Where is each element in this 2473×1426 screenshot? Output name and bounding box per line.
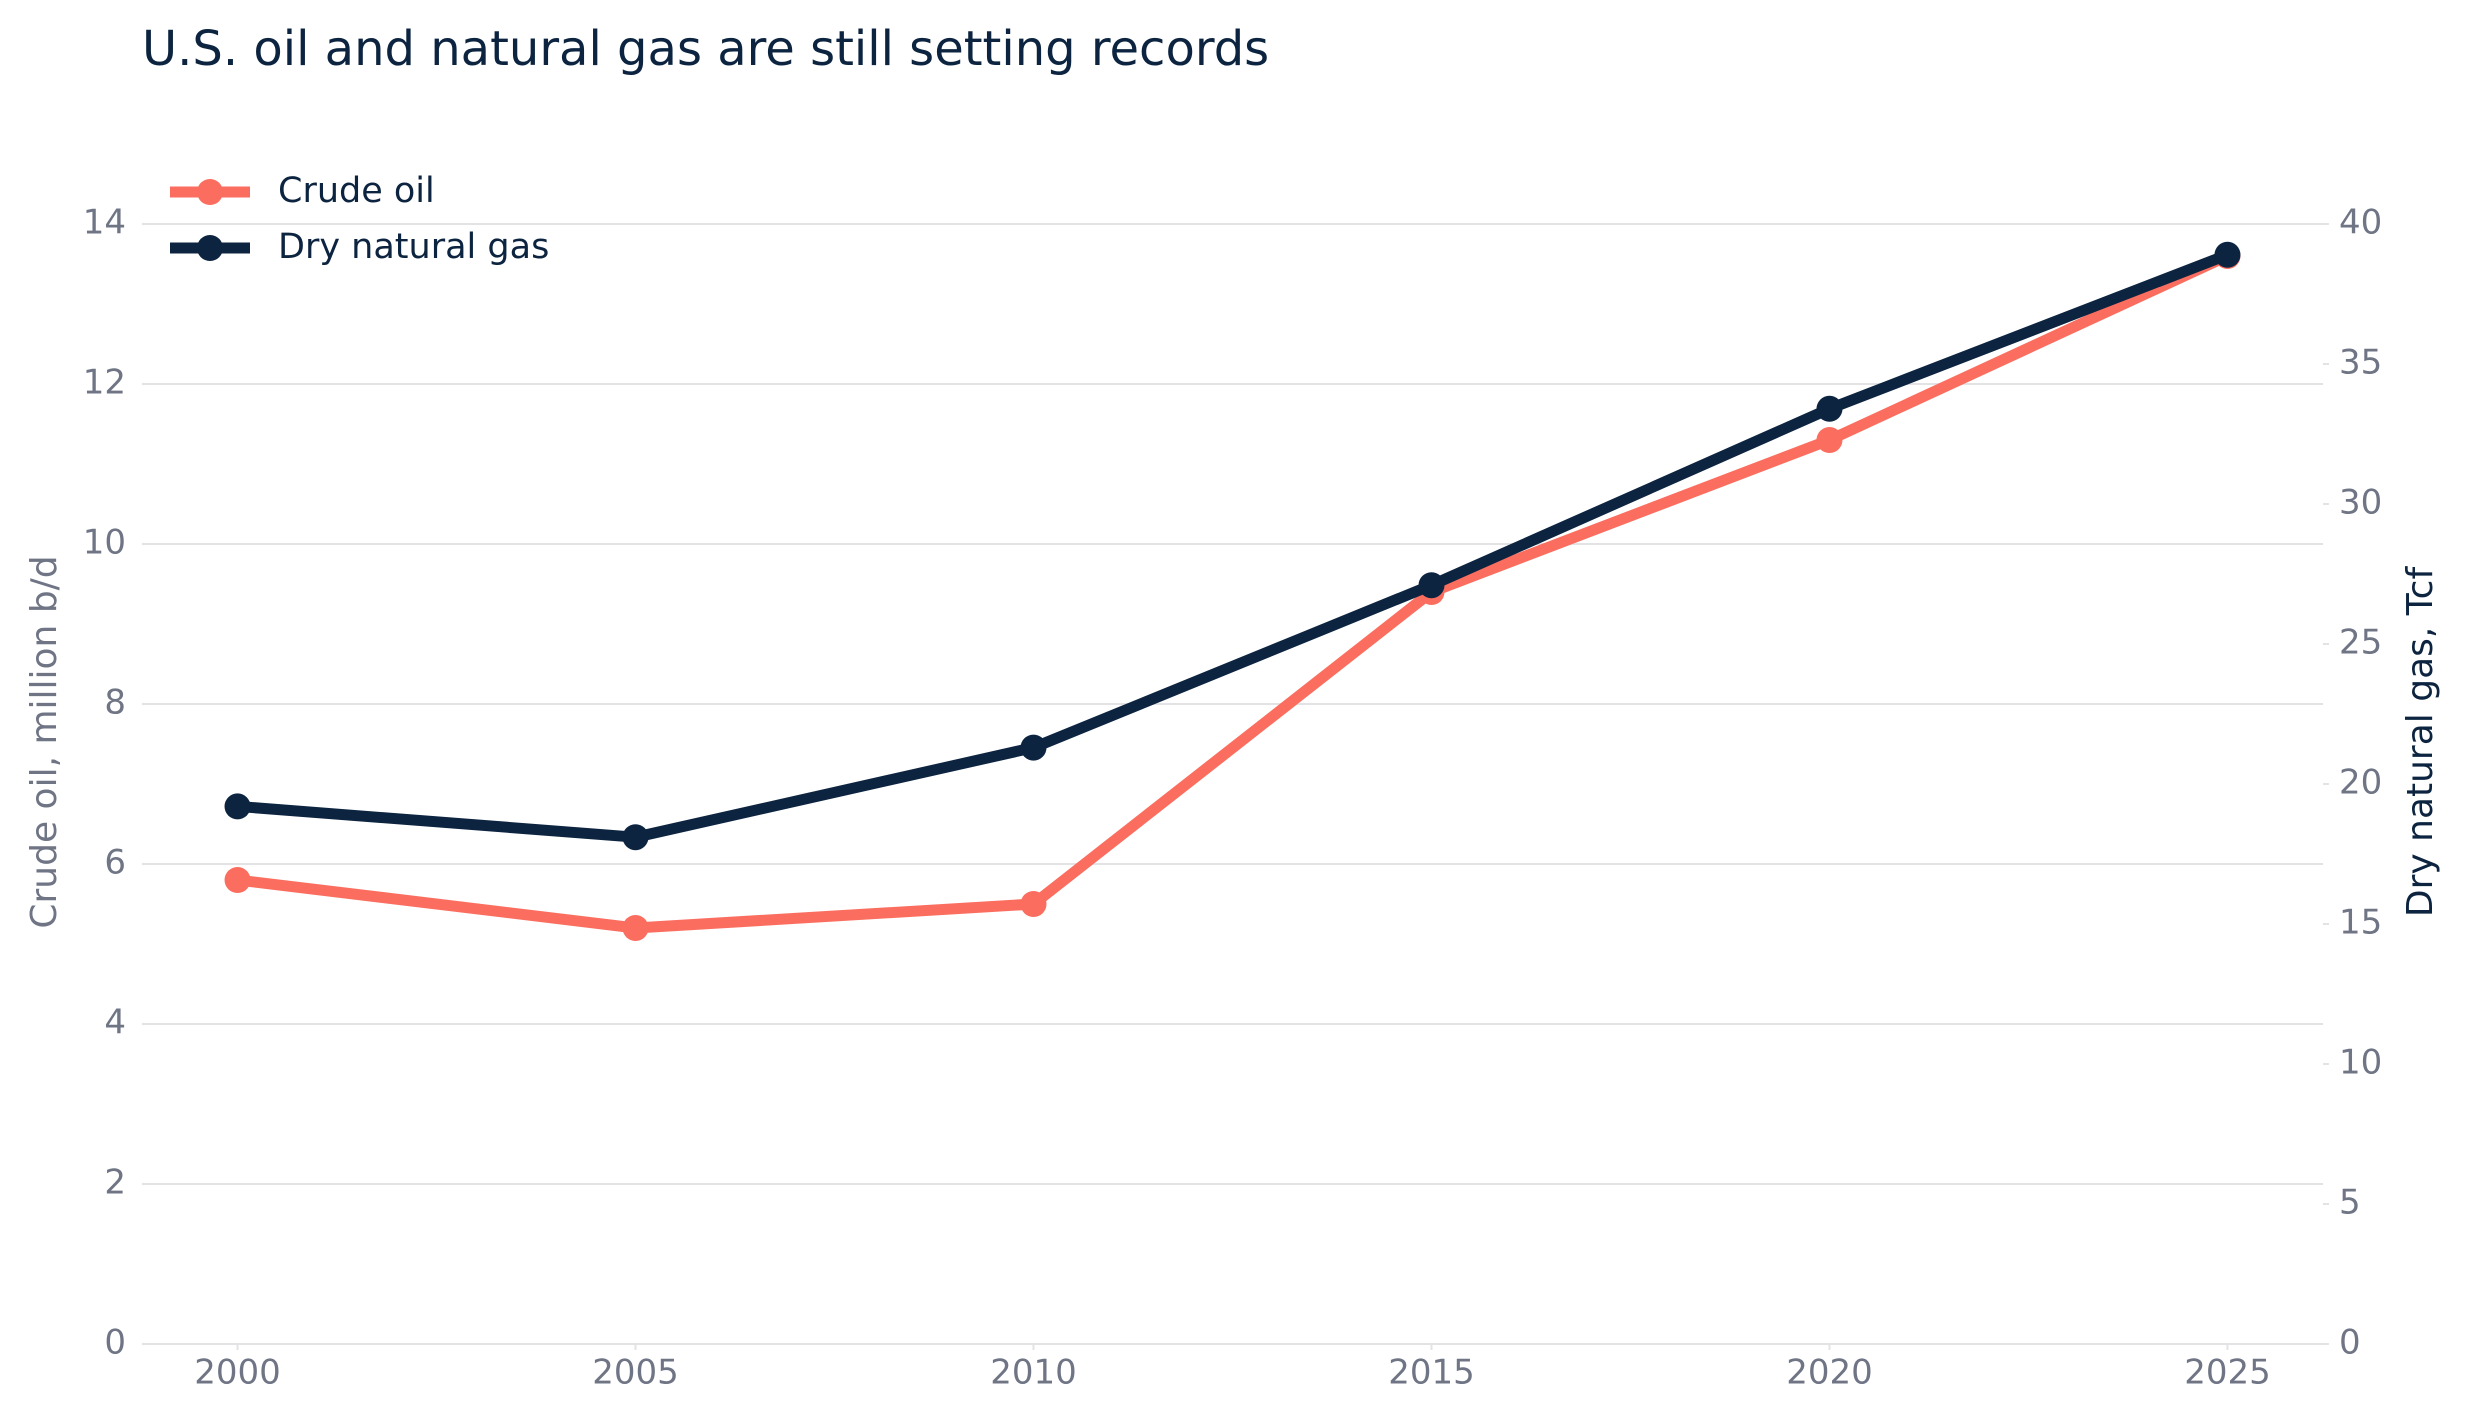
y-tick-label: 8 (104, 683, 126, 723)
y-tick-label: 6 (104, 843, 126, 883)
data-point (1816, 395, 1843, 422)
y2-axis-label: Dry natural gas, Tcf (2400, 566, 2441, 918)
y-tick-label: 14 (83, 203, 126, 243)
x-tick-label: 2000 (194, 1353, 281, 1393)
x-tick-label: 2020 (1786, 1353, 1873, 1393)
data-point (224, 867, 251, 893)
data-point (2214, 241, 2241, 268)
chart-title: U.S. oil and natural gas are still setti… (142, 21, 1269, 77)
y-tick-label: 4 (104, 1003, 126, 1043)
legend-marker (197, 235, 223, 261)
legend-label: Dry natural gas (278, 227, 549, 267)
data-point (622, 915, 649, 941)
y-tick-label: 0 (104, 1323, 126, 1363)
y-tick-label: 10 (83, 523, 126, 563)
legend-marker (197, 179, 223, 205)
y2-tick-label: 10 (2339, 1043, 2382, 1083)
data-point (1816, 427, 1843, 453)
data-point (1418, 572, 1445, 599)
y2-tick-label: 30 (2339, 483, 2382, 523)
y2-tick-label: 35 (2339, 343, 2382, 383)
x-tick-label: 2025 (2184, 1353, 2271, 1393)
y-tick-label: 12 (83, 363, 126, 403)
y2-tick-label: 0 (2339, 1323, 2361, 1363)
x-tick-label: 2010 (990, 1353, 1077, 1393)
y-axis-label: Crude oil, million b/d (24, 555, 65, 928)
data-point (622, 824, 649, 851)
data-point (1020, 734, 1047, 761)
x-tick-label: 2005 (592, 1353, 679, 1393)
x-tick-label: 2015 (1388, 1353, 1475, 1393)
y2-tick-label: 20 (2339, 763, 2382, 803)
y2-tick-label: 25 (2339, 623, 2382, 663)
series-line (237, 249, 2230, 843)
y2-tick-label: 5 (2339, 1183, 2361, 1223)
legend-label: Crude oil (278, 171, 435, 211)
series-line (236, 251, 2230, 934)
y2-tick-label: 40 (2339, 203, 2382, 243)
y-tick-label: 2 (104, 1163, 126, 1203)
data-point (224, 793, 251, 820)
data-point (1020, 891, 1047, 917)
y2-tick-label: 15 (2339, 903, 2382, 943)
